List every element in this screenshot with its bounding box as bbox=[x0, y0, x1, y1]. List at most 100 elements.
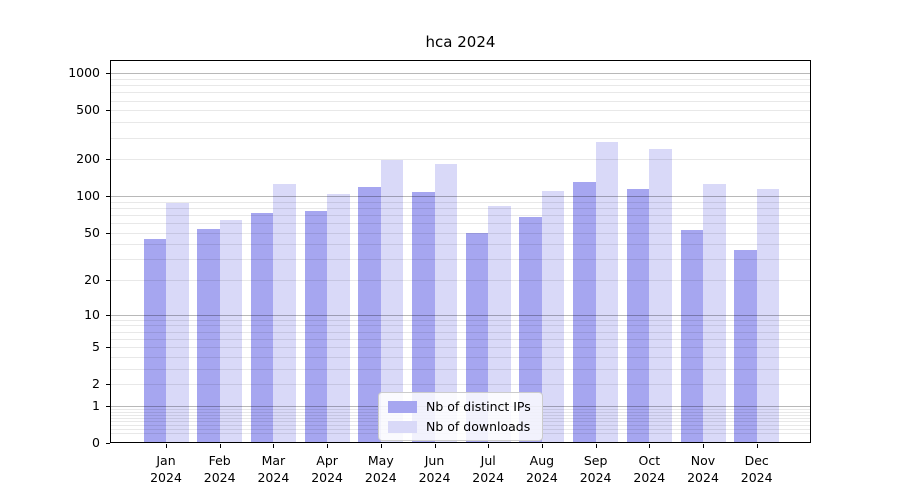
y-tick-mark bbox=[106, 280, 110, 282]
minor-gridline bbox=[111, 338, 810, 340]
y-tick-mark bbox=[106, 195, 110, 197]
y-tick-mark bbox=[106, 73, 110, 75]
y-tick-mark bbox=[106, 384, 110, 386]
x-axis-tick-label: Sep 2024 bbox=[579, 453, 612, 485]
x-axis-tick-label: Oct 2024 bbox=[633, 453, 666, 485]
minor-gridline bbox=[111, 100, 810, 102]
minor-gridline bbox=[111, 159, 810, 161]
y-axis-tick-label: 2 bbox=[92, 376, 100, 392]
bar-ips-apr bbox=[304, 211, 328, 443]
y-axis-tick-label: 20 bbox=[84, 272, 100, 288]
x-axis-tick-label: Mar 2024 bbox=[257, 453, 290, 485]
legend-swatch-distinct-ips bbox=[388, 400, 417, 413]
x-tick-mark bbox=[488, 444, 490, 448]
bar-downloads-mar bbox=[273, 184, 296, 443]
minor-gridline bbox=[111, 232, 810, 234]
bar-ips-dec bbox=[734, 249, 757, 443]
bar-ips-feb bbox=[197, 228, 220, 443]
x-axis-tick-label: Apr 2024 bbox=[311, 453, 343, 485]
bar-ips-jan bbox=[143, 239, 166, 443]
x-tick-mark bbox=[703, 444, 704, 448]
legend-label-downloads: Nb of downloads bbox=[426, 419, 531, 434]
y-axis-tick-label: 1 bbox=[92, 397, 100, 413]
x-tick-mark bbox=[380, 444, 382, 448]
y-axis-tick-label: 500 bbox=[76, 102, 100, 118]
bar-downloads-dec bbox=[756, 189, 780, 443]
x-axis-tick-label: Aug 2024 bbox=[525, 453, 558, 485]
bar-ips-jun bbox=[412, 192, 435, 443]
x-axis-tick-label: Jan 2024 bbox=[150, 453, 182, 485]
legend-label-distinct-ips: Nb of distinct IPs bbox=[426, 399, 531, 414]
y-axis-tick-label: 0 bbox=[92, 435, 100, 450]
x-axis-tick-label: May 2024 bbox=[364, 453, 397, 485]
minor-gridline bbox=[111, 85, 810, 87]
minor-gridline bbox=[111, 244, 810, 246]
bar-downloads-sep bbox=[595, 141, 619, 443]
legend: Nb of distinct IPs Nb of downloads bbox=[378, 392, 543, 441]
y-tick-mark bbox=[106, 159, 110, 161]
minor-gridline bbox=[111, 222, 810, 224]
x-tick-mark bbox=[434, 444, 436, 448]
minor-gridline bbox=[111, 280, 810, 282]
y-axis-tick-label: 5 bbox=[92, 339, 100, 355]
x-tick-mark bbox=[166, 444, 167, 448]
x-tick-mark bbox=[595, 444, 597, 448]
bar-ips-sep bbox=[573, 182, 596, 443]
minor-gridline bbox=[111, 92, 810, 94]
minor-gridline bbox=[111, 319, 810, 321]
x-axis-tick-label: Nov 2024 bbox=[687, 453, 719, 485]
minor-gridline bbox=[111, 259, 810, 261]
major-gridline bbox=[111, 195, 810, 197]
bar-ips-jul bbox=[465, 232, 489, 443]
x-tick-mark bbox=[756, 444, 758, 448]
x-tick-mark bbox=[219, 444, 221, 448]
bar-ips-mar bbox=[250, 212, 274, 443]
y-tick-mark bbox=[106, 110, 110, 112]
x-tick-mark bbox=[327, 444, 329, 448]
minor-gridline bbox=[111, 214, 810, 216]
legend-item-downloads: Nb of downloads bbox=[388, 420, 531, 433]
bar-ips-may bbox=[358, 187, 381, 443]
bar-downloads-jun bbox=[434, 164, 457, 443]
x-tick-mark bbox=[273, 444, 275, 448]
major-gridline bbox=[111, 314, 810, 316]
x-axis-tick-label: Feb 2024 bbox=[203, 453, 236, 485]
bar-downloads-apr bbox=[327, 194, 350, 443]
y-axis-tick-label: 50 bbox=[84, 224, 100, 240]
y-axis-tick-label: 1000 bbox=[68, 65, 100, 81]
bar-ips-oct bbox=[626, 188, 650, 443]
bar-downloads-jul bbox=[488, 206, 511, 443]
minor-gridline bbox=[111, 384, 810, 386]
y-axis-tick-label: 10 bbox=[84, 306, 100, 322]
bar-downloads-may bbox=[380, 160, 404, 443]
minor-gridline bbox=[111, 347, 810, 349]
minor-gridline bbox=[111, 325, 810, 327]
bar-ips-nov bbox=[680, 230, 703, 443]
x-axis-tick-label: Jul 2024 bbox=[472, 453, 505, 485]
y-tick-mark bbox=[106, 443, 110, 444]
minor-gridline bbox=[111, 207, 810, 209]
minor-gridline bbox=[111, 331, 810, 333]
bar-downloads-nov bbox=[703, 184, 726, 443]
major-gridline bbox=[111, 73, 810, 75]
bar-downloads-oct bbox=[649, 149, 672, 443]
y-tick-mark bbox=[106, 232, 110, 234]
bar-ips-aug bbox=[519, 217, 542, 443]
y-axis-tick-label: 200 bbox=[76, 151, 100, 167]
x-axis-tick-label: Dec 2024 bbox=[740, 453, 773, 485]
minor-gridline bbox=[111, 356, 810, 358]
y-tick-mark bbox=[106, 347, 110, 349]
minor-gridline bbox=[111, 122, 810, 124]
x-tick-mark bbox=[541, 444, 543, 448]
minor-gridline bbox=[111, 368, 810, 370]
minor-gridline bbox=[111, 201, 810, 203]
chart-title: hca 2024 bbox=[425, 33, 496, 51]
x-tick-mark bbox=[649, 444, 651, 448]
minor-gridline bbox=[111, 137, 810, 139]
bar-downloads-jan bbox=[166, 202, 189, 443]
x-axis-tick-label: Jun 2024 bbox=[418, 453, 451, 485]
y-tick-mark bbox=[106, 314, 110, 316]
bar-downloads-aug bbox=[541, 191, 565, 443]
